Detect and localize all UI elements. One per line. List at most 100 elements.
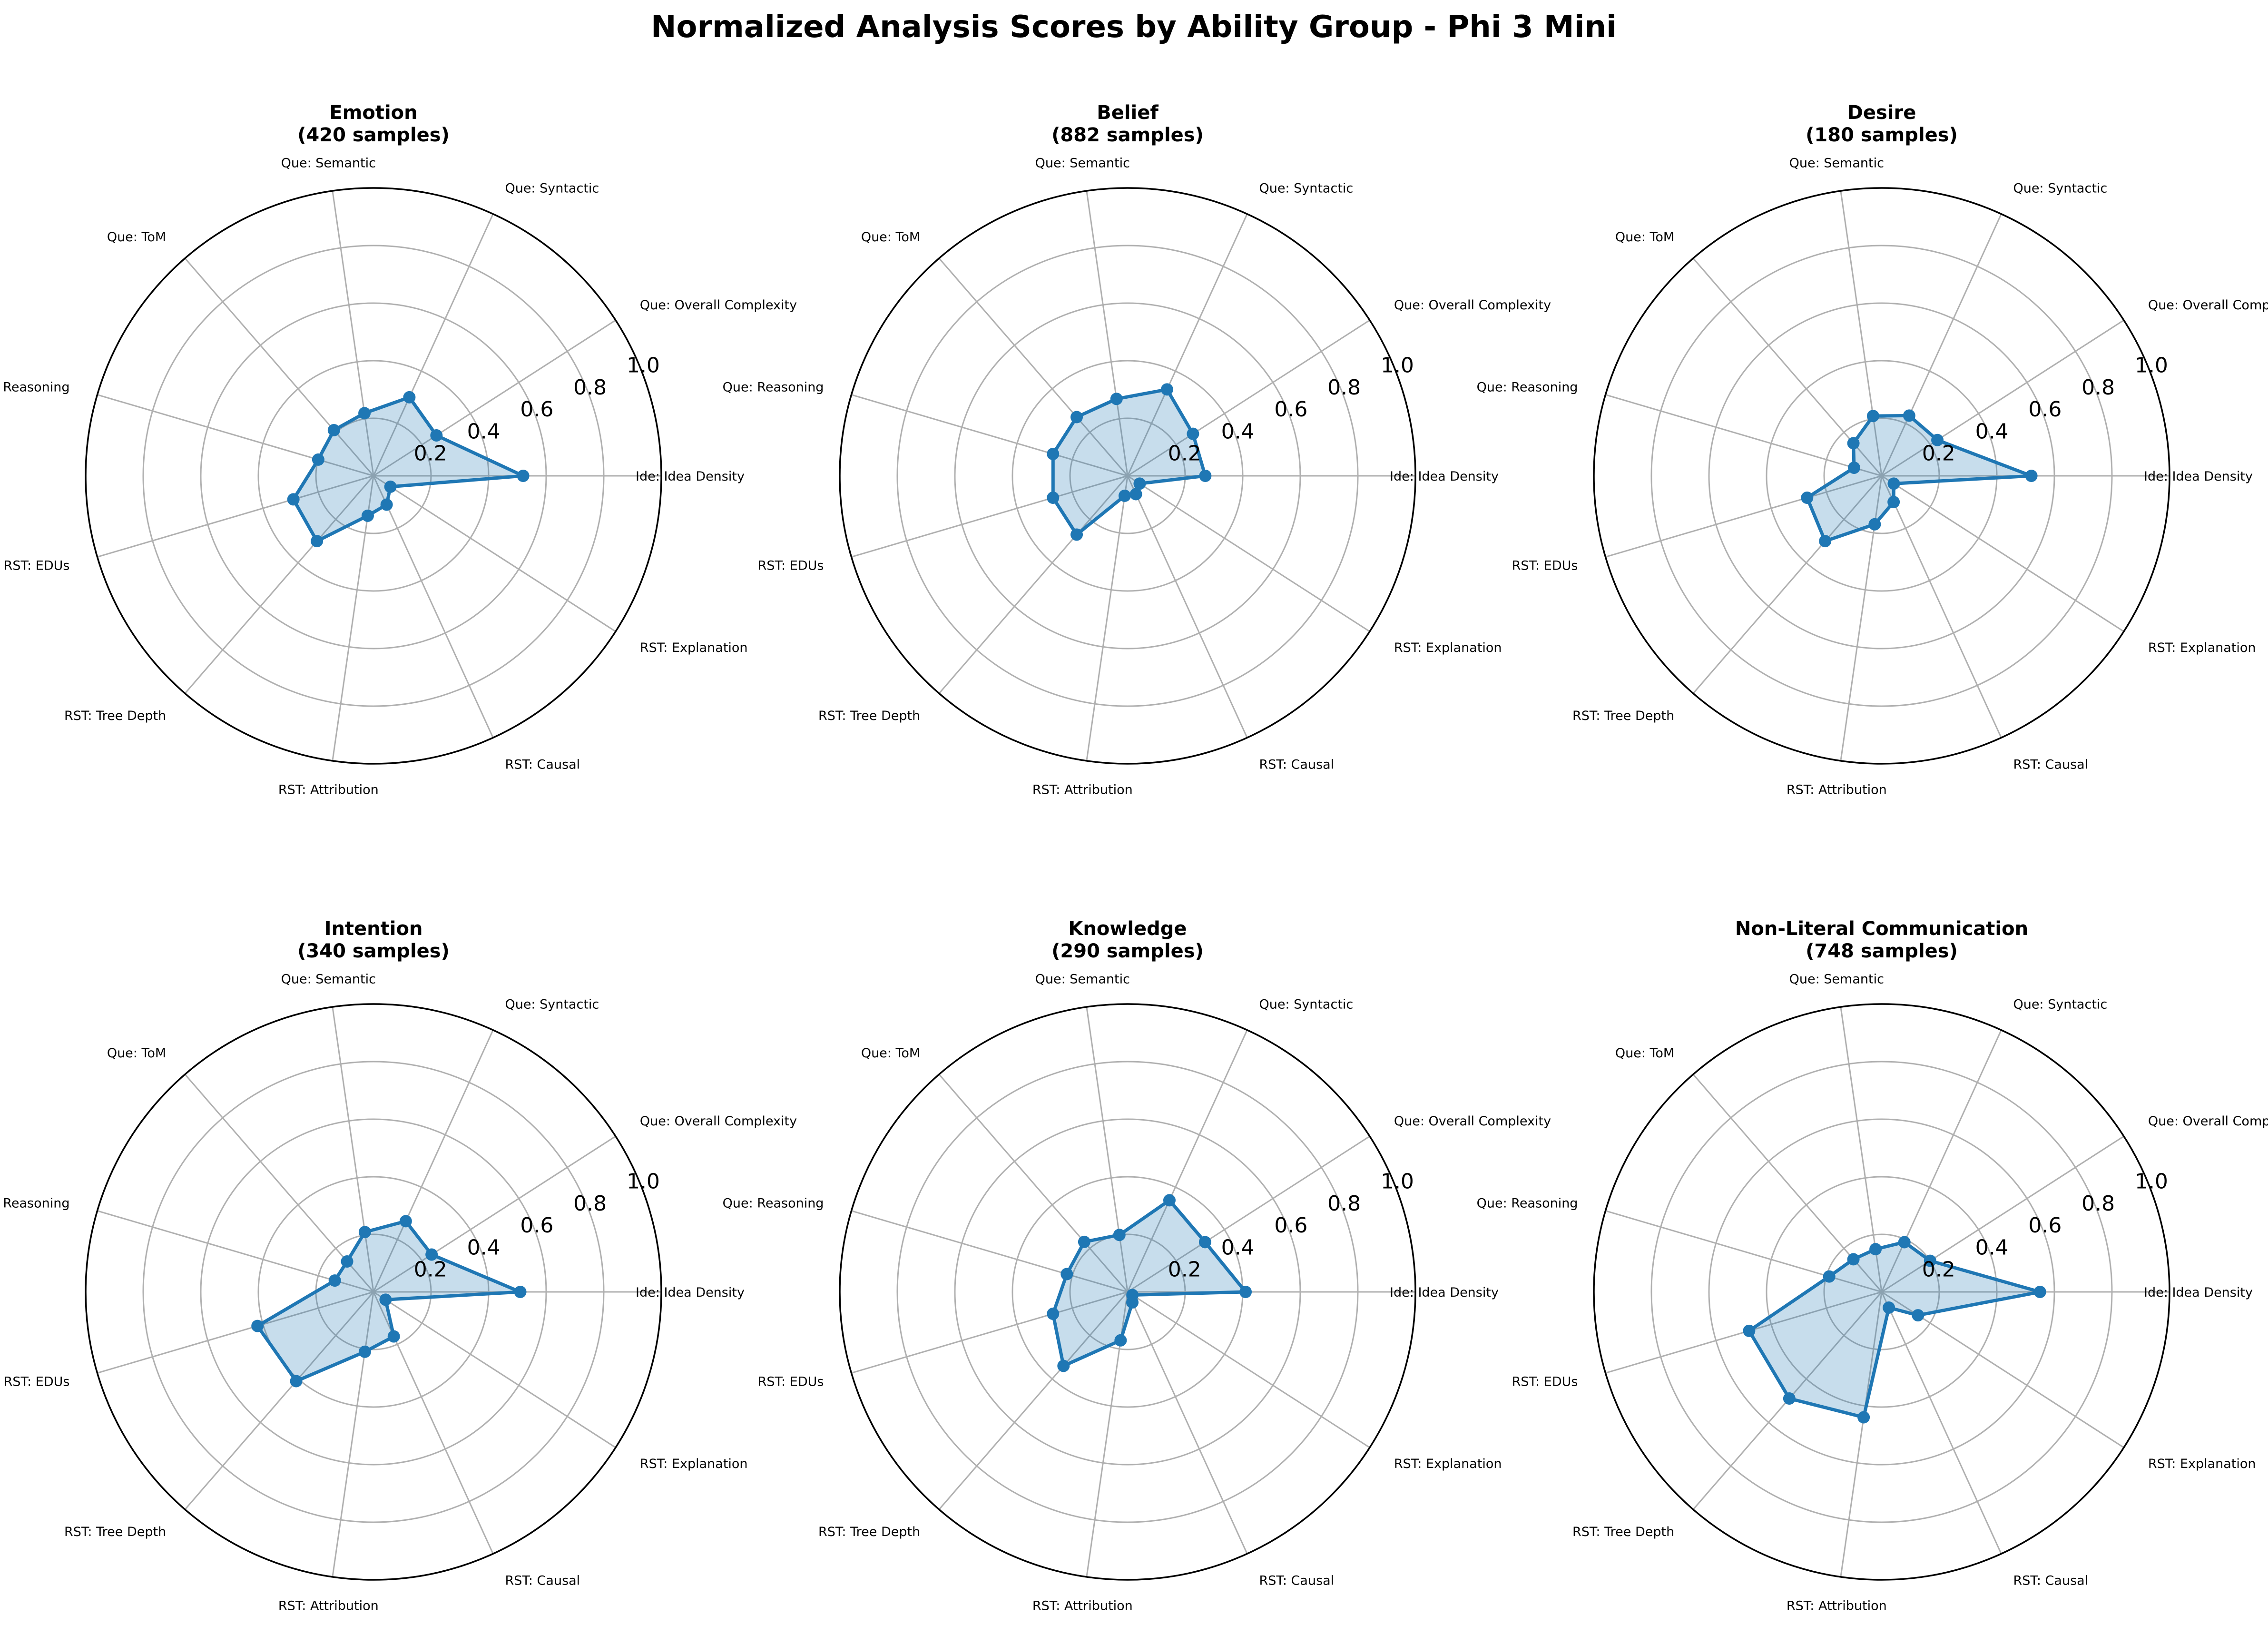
panel-title: Non-Literal Communication <box>1735 918 2028 940</box>
radar-panel: 0.2 0.4 0.6 0.8 1.0 Ide: Idea Density Que: Ove… <box>723 918 1551 1614</box>
data-point <box>1187 427 1199 440</box>
axis-label: Que: Reasoning <box>1477 1196 1578 1211</box>
data-point <box>1047 1308 1060 1320</box>
axis-label: RST: Attribution <box>278 783 379 798</box>
axis-label: RST: Tree Depth <box>1572 1525 1674 1539</box>
panel-samples-label: (882 samples) <box>1051 124 1204 146</box>
data-point <box>1912 1309 1924 1322</box>
series-area <box>257 1221 520 1381</box>
radial-tick-label: 0.4 <box>1975 419 2009 443</box>
grid-spoke <box>373 475 616 632</box>
grid-spoke <box>851 1210 1128 1293</box>
data-point <box>384 480 397 493</box>
radial-tick-label: 0.2 <box>414 442 447 466</box>
radial-tick-label: 1.0 <box>1381 1169 1414 1193</box>
data-point <box>1903 409 1915 422</box>
data-point <box>361 509 374 522</box>
grid-spoke <box>373 319 616 477</box>
axis-label: Ide: Idea Density <box>1390 469 1499 484</box>
axis-label: Que: Semantic <box>281 972 376 986</box>
figure-title: Normalized Analysis Scores by Ability Gr… <box>651 10 1617 45</box>
panel-samples-label: (420 samples) <box>297 124 450 146</box>
radial-tick-label: 1.0 <box>2135 353 2168 377</box>
axis-label: RST: Explanation <box>1394 640 1502 655</box>
panel-title: Knowledge <box>1068 918 1187 940</box>
axis-label: Que: Syntactic <box>2013 181 2107 196</box>
panel-samples-label: (340 samples) <box>297 940 450 962</box>
series-area <box>1053 389 1206 535</box>
axis-label: RST: Tree Depth <box>818 1525 920 1539</box>
grid-spoke <box>373 1291 616 1448</box>
radial-tick-label: 1.0 <box>627 353 660 377</box>
radar-panel: 0.2 0.4 0.6 0.8 1.0 Ide: Idea Density Que: Ove… <box>1477 102 2268 798</box>
axis-label: RST: Causal <box>1259 1573 1334 1588</box>
grid-spoke <box>1086 475 1129 761</box>
radial-tick-label: 0.2 <box>414 1258 447 1282</box>
radial-tick-label: 0.8 <box>573 375 607 400</box>
radial-tick-label: 1.0 <box>627 1169 660 1193</box>
radial-tick-label: 1.0 <box>1381 353 1414 377</box>
data-point <box>517 470 530 482</box>
grid-spoke <box>1605 394 1882 477</box>
axis-label: Que: Syntactic <box>1259 997 1353 1012</box>
data-point <box>430 429 443 442</box>
radial-tick-label: 0.8 <box>2081 1192 2115 1216</box>
radial-tick-label: 0.2 <box>1922 1258 1955 1282</box>
radial-tick-label: 0.2 <box>1922 442 1955 466</box>
radial-tick-label: 0.8 <box>2081 375 2115 400</box>
grid-spoke <box>332 1291 374 1577</box>
data-point <box>1866 410 1879 423</box>
data-point <box>1783 1392 1796 1405</box>
axis-label: RST: EDUs <box>758 558 824 573</box>
grid-spoke <box>373 1030 494 1292</box>
data-point <box>514 1286 527 1298</box>
data-point <box>1113 1229 1126 1241</box>
data-point <box>1078 1235 1090 1248</box>
radial-tick-label: 0.4 <box>1221 419 1255 443</box>
axis-label: RST: EDUs <box>1512 1374 1578 1389</box>
data-point <box>1199 470 1212 482</box>
panel-samples-label: (748 samples) <box>1806 940 1958 962</box>
axis-label: RST: Tree Depth <box>64 1525 166 1539</box>
data-point <box>327 423 340 436</box>
grid-spoke <box>184 475 374 694</box>
radial-tick-label: 0.4 <box>467 419 501 443</box>
axis-label: RST: Causal <box>1259 757 1334 772</box>
polar-frame <box>1593 187 2170 765</box>
axis-label: Que: Overall Complexity <box>1394 298 1551 313</box>
grid-spoke <box>1127 1291 1248 1554</box>
polar-frame <box>839 1003 1416 1581</box>
axis-label: RST: Attribution <box>1032 1599 1133 1614</box>
grid-spoke <box>1127 214 1248 476</box>
data-point <box>1160 383 1173 396</box>
data-point <box>1869 1243 1882 1256</box>
grid-spoke <box>1881 1135 2124 1293</box>
grid-spoke <box>1840 190 1883 476</box>
axis-label: RST: Attribution <box>278 1599 379 1614</box>
data-point <box>1198 1236 1211 1249</box>
axis-label: RST: Causal <box>2013 1573 2088 1588</box>
grid-spoke <box>184 257 374 476</box>
axis-label: Que: Reasoning <box>0 1196 69 1211</box>
axis-label: Que: Overall Complexity <box>1394 1114 1551 1129</box>
axis-label: Que: Overall Complexity <box>2148 298 2268 313</box>
data-point <box>1110 393 1123 405</box>
axis-label: Que: Syntactic <box>2013 997 2107 1012</box>
axis-label: Que: ToM <box>861 230 920 245</box>
grid-spoke <box>1881 1291 2002 1554</box>
data-point <box>1114 1334 1127 1347</box>
grid-spoke <box>97 1291 374 1374</box>
data-point <box>358 1345 371 1358</box>
grid-spoke <box>97 394 374 477</box>
data-point <box>1819 535 1832 548</box>
data-point <box>399 1215 412 1228</box>
data-point <box>1743 1324 1756 1337</box>
radar-panel: 0.2 0.4 0.6 0.8 1.0 Ide: Idea Density Que: Ove… <box>723 102 1551 798</box>
grid-spoke <box>1605 1210 1882 1293</box>
grid-spoke <box>97 475 374 558</box>
data-point <box>2033 1286 2046 1298</box>
grid-spoke <box>1127 475 1248 738</box>
axis-label: Que: ToM <box>1615 230 1674 245</box>
grid-spoke <box>1127 319 1370 477</box>
grid-spoke <box>1127 475 1370 632</box>
